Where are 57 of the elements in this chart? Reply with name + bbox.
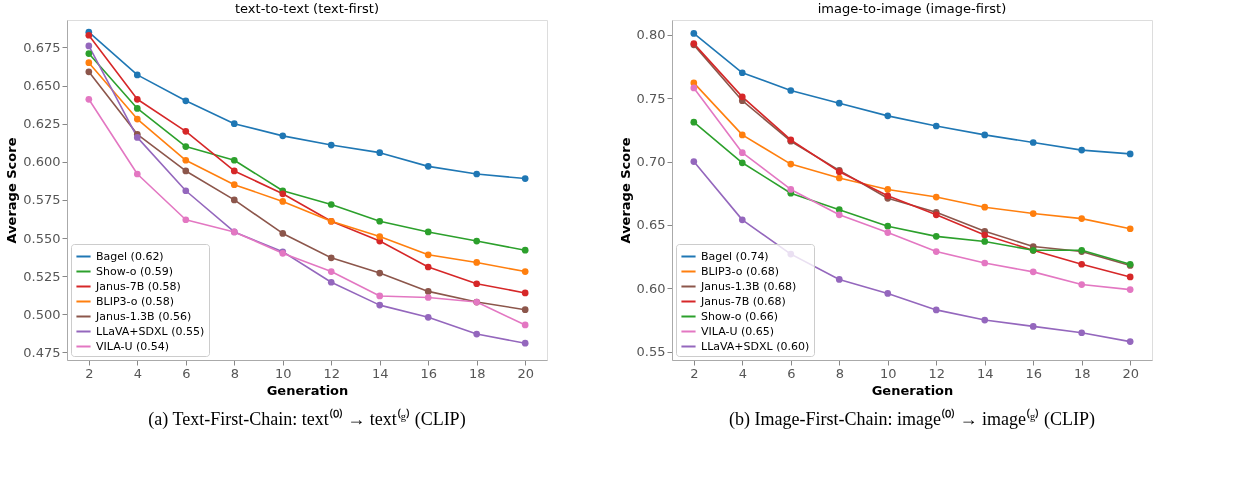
x-tick-label: 20 bbox=[517, 365, 534, 381]
x-tick-label: 12 bbox=[928, 365, 946, 381]
x-tick-label: 2 bbox=[85, 365, 94, 381]
legend-label: Janus-7B (0.58) bbox=[95, 279, 181, 293]
y-axis-title: Average Score bbox=[617, 137, 633, 244]
legend-label: Janus-7B (0.68) bbox=[700, 294, 786, 308]
legend-label: BLIP3-o (0.58) bbox=[96, 294, 175, 308]
x-tick-label: 12 bbox=[323, 365, 341, 381]
x-tick-label: 4 bbox=[738, 365, 747, 381]
y-tick-label: 0.475 bbox=[23, 344, 61, 360]
x-tick-label: 16 bbox=[420, 365, 437, 381]
x-tick-label: 18 bbox=[1073, 365, 1091, 381]
y-tick-label: 0.55 bbox=[636, 344, 666, 360]
y-tick-label: 0.80 bbox=[636, 27, 666, 43]
y-tick-label: 0.525 bbox=[23, 268, 61, 284]
y-tick-label: 0.60 bbox=[636, 280, 666, 296]
y-tick-label: 0.500 bbox=[23, 306, 61, 322]
y-tick-label: 0.600 bbox=[23, 154, 61, 170]
y-tick-label: 0.625 bbox=[23, 116, 61, 132]
legend-label: Bagel (0.74) bbox=[701, 249, 769, 263]
y-tick-label: 0.75 bbox=[636, 90, 666, 106]
legend-label: VILA-U (0.54) bbox=[96, 339, 170, 353]
x-tick-label: 2 bbox=[690, 365, 699, 381]
x-tick-label: 6 bbox=[182, 365, 191, 381]
x-tick-label: 10 bbox=[274, 365, 292, 381]
x-tick-label: 16 bbox=[1025, 365, 1042, 381]
y-tick-label: 0.650 bbox=[23, 78, 61, 94]
chart-title: text-to-text (text-first) bbox=[234, 1, 380, 16]
y-tick-label: 0.70 bbox=[636, 154, 666, 170]
x-tick-label: 14 bbox=[976, 365, 994, 381]
x-tick-label: 6 bbox=[787, 365, 796, 381]
legend-label: Show-o (0.66) bbox=[701, 309, 779, 323]
text: (b) Image-First-Chain: image⁽⁰⁾ → image⁽ᵍ⁾ (CLIP) bbox=[729, 408, 1095, 430]
chart-title: image-to-image (image-first) bbox=[817, 1, 1007, 16]
x-tick-label: 14 bbox=[371, 365, 389, 381]
legend-label: Janus-1.3B (0.68) bbox=[700, 279, 797, 293]
x-tick-label: 18 bbox=[468, 365, 486, 381]
y-tick-label: 0.575 bbox=[23, 192, 61, 208]
x-tick-label: 20 bbox=[1122, 365, 1139, 381]
legend-label: LLaVA+SDXL (0.55) bbox=[96, 324, 205, 338]
x-tick-label: 4 bbox=[133, 365, 142, 381]
x-tick-label: 8 bbox=[230, 365, 239, 381]
legend-label: Bagel (0.62) bbox=[96, 249, 164, 263]
legend-label: Show-o (0.59) bbox=[96, 264, 174, 278]
y-tick-label: 0.675 bbox=[23, 39, 61, 55]
y-axis-title: Average Score bbox=[4, 137, 20, 244]
legend-label: Janus-1.3B (0.56) bbox=[95, 309, 192, 323]
y-tick-label: 0.65 bbox=[636, 217, 666, 233]
legend-label: LLaVA+SDXL (0.60) bbox=[701, 339, 810, 353]
legend-label: BLIP3-o (0.68) bbox=[701, 264, 780, 278]
text: (a) Text-First-Chain: text⁽⁰⁾ → text⁽ᵍ⁾ (CLIP) bbox=[148, 408, 466, 430]
x-tick-label: 10 bbox=[879, 365, 897, 381]
x-axis-title: Generation bbox=[266, 382, 349, 398]
y-tick-label: 0.550 bbox=[23, 230, 61, 246]
x-axis-title: Generation bbox=[871, 382, 954, 398]
x-tick-label: 8 bbox=[835, 365, 844, 381]
legend-label: VILA-U (0.65) bbox=[701, 324, 775, 338]
